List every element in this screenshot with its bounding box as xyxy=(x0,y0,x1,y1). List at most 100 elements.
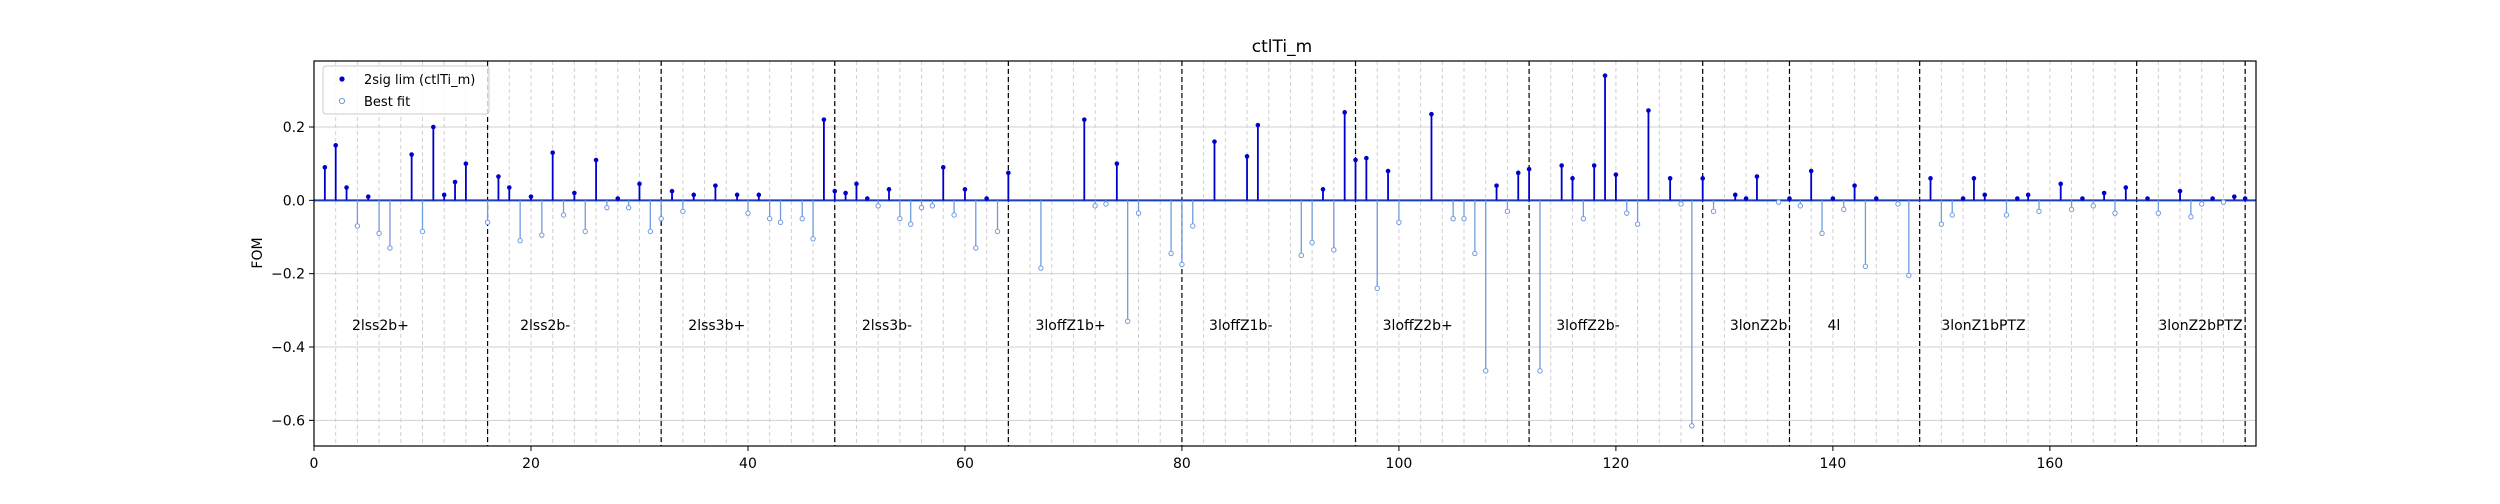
chart-title: ctlTi_m xyxy=(1252,37,1312,57)
point-2sig xyxy=(1320,187,1326,192)
point-2sig xyxy=(2210,196,2215,201)
point-2sig xyxy=(1743,196,1749,201)
point-2sig xyxy=(962,187,968,192)
point-best-fit xyxy=(658,215,664,222)
point-2sig xyxy=(1982,192,1988,198)
point-2sig xyxy=(1646,108,1651,113)
point-best-fit xyxy=(1689,423,1695,429)
point-2sig xyxy=(1212,139,1217,144)
point-2sig xyxy=(322,165,328,170)
point-best-fit xyxy=(2036,208,2042,215)
point-2sig xyxy=(496,174,501,179)
point-2sig xyxy=(1353,157,1358,163)
point-2sig xyxy=(734,192,740,198)
point-best-fit xyxy=(582,228,588,235)
point-2sig xyxy=(1591,163,1597,168)
point-best-fit xyxy=(1938,221,1945,227)
point-best-fit xyxy=(929,203,936,209)
region-label: 4l xyxy=(1827,318,1840,334)
point-2sig xyxy=(940,165,946,170)
point-2sig xyxy=(452,179,458,185)
x-tick-label: 140 xyxy=(1820,456,1847,472)
point-2sig xyxy=(506,185,512,190)
point-best-fit xyxy=(1450,215,1456,222)
point-2sig xyxy=(2242,196,2248,201)
point-2sig xyxy=(344,185,349,190)
point-2sig xyxy=(528,194,534,199)
point-2sig xyxy=(1971,176,1977,181)
point-best-fit xyxy=(484,219,491,226)
point-best-fit xyxy=(2112,210,2118,216)
x-tick-label: 80 xyxy=(1173,456,1191,472)
point-2sig xyxy=(550,150,555,155)
legend-label-2sig: 2sig lim (ctlTi_m) xyxy=(364,73,475,88)
point-best-fit xyxy=(1190,223,1196,229)
point-2sig xyxy=(1873,196,1879,201)
point-best-fit xyxy=(1895,201,1901,207)
point-2sig xyxy=(854,181,859,187)
point-best-fit xyxy=(376,230,382,237)
x-tick-label: 120 xyxy=(1603,456,1630,472)
point-2sig xyxy=(593,157,599,163)
point-best-fit xyxy=(647,228,654,235)
region-label: 2lss3b- xyxy=(862,318,912,334)
point-2sig xyxy=(1515,170,1521,176)
point-2sig xyxy=(1570,176,1575,181)
point-2sig xyxy=(1526,166,1532,172)
point-best-fit xyxy=(2090,203,2096,209)
point-best-fit xyxy=(918,204,925,211)
point-2sig xyxy=(1830,196,1836,201)
y-tick-label: −0.6 xyxy=(271,413,305,429)
point-best-fit xyxy=(1135,210,1142,216)
point-2sig xyxy=(1960,196,1966,201)
x-tick-label: 20 xyxy=(522,456,540,472)
point-2sig xyxy=(1808,168,1814,174)
point-2sig xyxy=(2232,194,2237,199)
point-2sig xyxy=(843,190,848,196)
point-best-fit xyxy=(745,210,751,216)
x-tick-label: 60 xyxy=(956,456,974,472)
point-2sig xyxy=(2015,196,2020,201)
legend-label-best-fit: Best fit xyxy=(364,95,410,110)
point-2sig xyxy=(756,192,762,198)
point-2sig xyxy=(2025,192,2031,198)
point-2sig xyxy=(1006,170,1011,176)
point-best-fit xyxy=(1483,368,1489,374)
point-2sig xyxy=(1342,110,1347,115)
point-best-fit xyxy=(604,204,610,211)
stem-layer xyxy=(314,73,2256,429)
point-2sig xyxy=(2145,196,2150,201)
region-label: 3loffZ2b+ xyxy=(1383,318,1453,334)
point-best-fit xyxy=(1775,199,1782,205)
point-2sig xyxy=(691,192,697,198)
point-best-fit xyxy=(1472,250,1478,257)
point-best-fit xyxy=(1396,219,1402,226)
point-best-fit xyxy=(1624,210,1630,216)
legend-frame xyxy=(322,65,490,115)
point-2sig xyxy=(1754,174,1760,179)
point-best-fit xyxy=(1092,203,1098,209)
region-label: 3loffZ1b+ xyxy=(1035,318,1105,334)
point-best-fit xyxy=(419,228,426,235)
point-best-fit xyxy=(973,245,979,251)
region-label: 3lonZ2bPTZ xyxy=(2158,318,2242,334)
point-best-fit xyxy=(1906,272,1912,279)
point-best-fit xyxy=(994,228,1001,235)
point-2sig xyxy=(669,188,675,194)
point-best-fit xyxy=(1819,230,1825,237)
point-2sig xyxy=(1602,73,1608,78)
point-2sig xyxy=(2058,181,2064,187)
point-best-fit xyxy=(1580,215,1587,222)
point-2sig xyxy=(1667,176,1673,181)
point-best-fit xyxy=(1331,247,1337,253)
point-best-fit xyxy=(1710,208,1717,215)
point-best-fit xyxy=(1374,285,1380,292)
point-2sig xyxy=(441,192,447,198)
point-2sig xyxy=(1494,183,1499,188)
point-best-fit xyxy=(897,215,903,222)
point-2sig xyxy=(365,194,371,199)
point-2sig xyxy=(1559,163,1564,168)
point-2sig xyxy=(1081,117,1087,122)
